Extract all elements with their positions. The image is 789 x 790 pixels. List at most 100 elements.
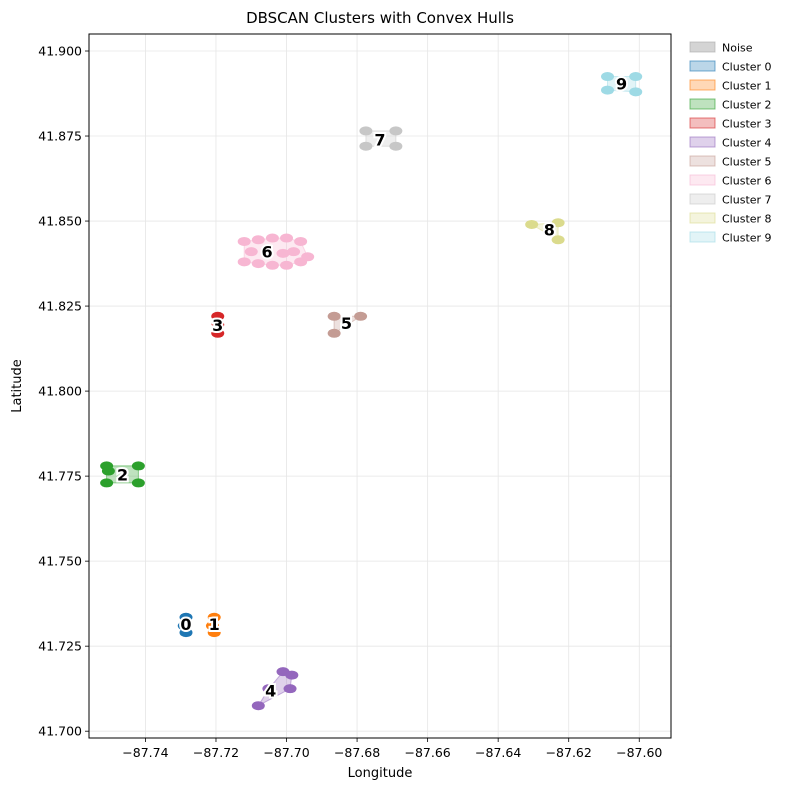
- cluster-8-point-jitter: [552, 235, 559, 242]
- cluster-4-point-jitter: [252, 701, 259, 708]
- cluster-3-point-jitter: [212, 329, 219, 336]
- cluster-8-point-jitter: [557, 220, 564, 227]
- cluster-5-hull: [333, 315, 363, 335]
- cluster-5-point-jitter: [333, 314, 340, 321]
- legend-entry-label: Cluster 4: [722, 137, 772, 150]
- legend-swatch: [689, 41, 716, 53]
- cluster-points: [100, 72, 643, 711]
- legend-entry-label: Cluster 9: [722, 232, 772, 245]
- cluster-4-point-jitter: [258, 703, 265, 710]
- cluster-6-point-jitter: [286, 235, 293, 242]
- cluster-6-point-jitter: [286, 263, 293, 270]
- legend-swatch: [689, 136, 716, 148]
- cluster-9-point-jitter: [635, 74, 642, 81]
- cluster-1-point-jitter: [208, 613, 215, 620]
- cluster-6-point-jitter: [288, 247, 295, 254]
- cluster-9-point-jitter: [602, 72, 609, 79]
- x-tick-label: −87.68: [334, 745, 380, 760]
- cluster-6-point-jitter: [302, 252, 309, 259]
- cluster-4-point-jitter: [289, 686, 296, 693]
- cluster-2-point-jitter: [108, 468, 115, 475]
- cluster-6-point-jitter: [307, 254, 314, 261]
- cluster-5-point-jitter: [333, 331, 340, 338]
- y-tick-label: 41.750: [38, 554, 82, 569]
- cluster-0-point-jitter: [180, 613, 187, 620]
- cluster-7-point-jitter: [395, 144, 402, 151]
- x-tick-label: −87.62: [546, 745, 592, 760]
- y-axis-label: Latitude: [10, 359, 25, 413]
- cluster-0-label: 0: [180, 615, 191, 634]
- grid: [89, 34, 671, 738]
- axis-ticks: −87.74 −87.72 −87.70 −87.68 −87.66 −87.64 −87.…: [38, 44, 662, 760]
- legend-swatch: [689, 174, 716, 186]
- cluster-2-label: 2: [117, 465, 128, 484]
- cluster-3-label: 3: [212, 316, 223, 335]
- legend-swatch: [689, 79, 716, 91]
- cluster-3-point-jitter: [217, 331, 224, 338]
- cluster-4-point-jitter: [277, 667, 284, 674]
- cluster-6-point-jitter: [244, 259, 250, 266]
- cluster-2-point-jitter: [106, 480, 113, 487]
- legend-swatch: [689, 98, 716, 110]
- cluster-6-point-jitter: [300, 239, 307, 246]
- cluster-9-point-jitter: [607, 74, 614, 81]
- legend-entry-label: Cluster 1: [722, 80, 772, 93]
- cluster-5-point-jitter: [355, 312, 362, 319]
- legend-swatch: [689, 117, 716, 129]
- plot-frame: [88, 33, 672, 739]
- cluster-4-label: 4: [265, 681, 276, 700]
- cluster-0-point-jitter: [180, 628, 187, 635]
- legend-entry-label: Cluster 5: [722, 156, 772, 169]
- cluster-6-point-jitter: [251, 249, 258, 256]
- cluster-1-point-jitter: [212, 623, 219, 630]
- x-tick-label: −87.72: [193, 745, 239, 760]
- cluster-0-point-jitter: [185, 615, 192, 622]
- legend-entry-label: Cluster 2: [722, 99, 772, 112]
- cluster-9-point-jitter: [607, 88, 614, 95]
- cluster-9-point-jitter: [630, 88, 637, 95]
- cluster-6-point-jitter: [238, 258, 245, 265]
- cluster-6-point-jitter: [277, 249, 284, 256]
- cluster-6-point-jitter: [238, 237, 245, 244]
- cluster-7-point-jitter: [360, 142, 367, 149]
- cluster-6-point-jitter: [293, 249, 300, 256]
- legend-swatch: [689, 231, 716, 243]
- cluster-9-point-jitter: [616, 79, 623, 86]
- cluster-6-point-jitter: [272, 263, 279, 270]
- cluster-0-point-jitter: [185, 630, 192, 637]
- cluster-9-point-jitter: [635, 89, 642, 96]
- cluster-1-label: 1: [209, 615, 220, 634]
- cluster-7-point-jitter: [390, 142, 397, 149]
- x-axis-label: Longitude: [348, 766, 413, 781]
- cluster-6-point-jitter: [272, 235, 279, 242]
- cluster-4-point-jitter: [286, 671, 293, 678]
- cluster-2-point-jitter: [101, 479, 108, 486]
- cluster-6-point-jitter: [258, 237, 265, 244]
- y-tick-label: 41.825: [38, 299, 82, 314]
- legend-entry-label: Cluster 7: [722, 194, 772, 207]
- cluster-8-point-jitter: [552, 218, 559, 225]
- legend-swatch: [689, 155, 716, 167]
- cluster-2-point-jitter: [138, 480, 145, 487]
- y-tick-label: 41.700: [38, 724, 82, 739]
- cluster-4-point-jitter: [284, 684, 291, 691]
- cluster-0-point-jitter: [184, 623, 191, 630]
- cluster-6-point-jitter: [266, 234, 273, 241]
- y-tick-label: 41.850: [38, 214, 82, 229]
- x-tick-label: −87.64: [475, 745, 521, 760]
- cluster-7-label: 7: [374, 130, 385, 149]
- cluster-6-point-jitter: [281, 234, 288, 241]
- cluster-0-point-jitter: [178, 621, 185, 628]
- cluster-8-hull: [530, 222, 559, 241]
- y-tick-label: 41.900: [38, 44, 82, 59]
- cluster-labels: 0 1 2 3 4 5 6 7 8 9: [115, 72, 629, 702]
- legend-swatch: [689, 193, 716, 205]
- x-tick-label: −87.74: [122, 745, 168, 760]
- legend-entry-label: Cluster 3: [722, 118, 772, 131]
- cluster-8-label: 8: [544, 221, 555, 240]
- cluster-3-point-jitter: [217, 314, 224, 321]
- cluster-2-point-jitter: [101, 462, 108, 469]
- cluster-3-point-jitter: [217, 322, 224, 329]
- cluster-6-point-jitter: [258, 261, 265, 268]
- cluster-4-point-jitter: [291, 672, 298, 679]
